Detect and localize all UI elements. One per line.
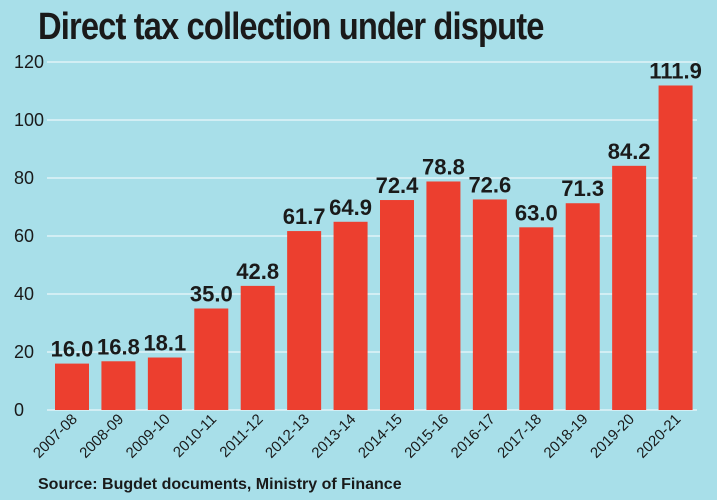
bar <box>147 357 182 410</box>
x-tick-label: 2012-13 <box>262 411 313 462</box>
x-tick-label: 2011-12 <box>216 411 266 461</box>
chart-source: Source: Bugdet documents, Ministry of Fi… <box>38 476 402 493</box>
bar-value-label: 78.8 <box>422 154 465 179</box>
bar-value-label: 72.4 <box>376 173 420 198</box>
x-tick-label: 2014-15 <box>355 411 406 462</box>
bars <box>55 85 693 411</box>
bar <box>612 165 647 410</box>
bar <box>194 308 229 410</box>
bar <box>55 363 89 410</box>
bar <box>380 200 414 410</box>
y-tick-label: 80 <box>14 168 34 188</box>
x-tick-label: 2010-11 <box>170 411 220 461</box>
bar-value-label: 16.8 <box>97 334 140 359</box>
bar <box>519 227 554 410</box>
bar <box>287 231 322 410</box>
bar-value-label: 63.0 <box>515 200 558 225</box>
x-axis-ticks: 2007-082008-092009-102010-112011-122012-… <box>30 411 685 462</box>
y-tick-label: 0 <box>14 400 24 420</box>
y-tick-label: 60 <box>14 226 34 246</box>
bar <box>472 199 507 410</box>
y-axis-ticks: 0 20 40 60 80 100 120 <box>14 52 44 420</box>
x-tick-label: 2007-08 <box>30 411 81 462</box>
bar <box>565 203 600 410</box>
x-tick-label: 2019-20 <box>587 411 638 462</box>
x-tick-label: 2009-10 <box>123 411 174 462</box>
x-tick-label: 2016-17 <box>448 411 499 462</box>
bar-value-label: 35.0 <box>190 282 233 307</box>
bar <box>101 361 136 410</box>
y-tick-label: 120 <box>14 52 44 72</box>
bar <box>240 285 275 410</box>
bar-value-label: 42.8 <box>236 259 279 284</box>
chart-title: Direct tax collection under dispute <box>38 6 544 48</box>
bar <box>658 85 693 411</box>
bar <box>333 221 368 410</box>
x-tick-label: 2015-16 <box>401 411 452 462</box>
value-labels: 16.0 16.8 18.135.042.8 61.7 64.972.478.872.6… <box>51 58 702 361</box>
bar-value-label: 111.9 <box>649 58 702 83</box>
bar-value-label: 16.0 <box>51 337 94 362</box>
bar-value-label: 18.1 <box>143 331 186 356</box>
bar-value-label: 61.7 <box>283 204 326 229</box>
bar-value-label: 71.3 <box>561 176 604 201</box>
x-tick-label: 2017-18 <box>494 411 545 462</box>
x-tick-label: 2018-19 <box>541 411 592 462</box>
y-tick-label: 100 <box>14 110 44 130</box>
x-tick-label: 2013-14 <box>308 411 359 462</box>
y-tick-label: 40 <box>14 284 34 304</box>
bar-value-label: 84.2 <box>608 139 651 164</box>
bar-value-label: 72.6 <box>468 172 511 197</box>
bar-value-label: 64.9 <box>329 195 372 220</box>
x-tick-label: 2008-09 <box>76 411 127 462</box>
x-tick-label: 2020-21 <box>633 411 684 462</box>
bar <box>426 181 461 410</box>
y-tick-label: 20 <box>14 342 34 362</box>
